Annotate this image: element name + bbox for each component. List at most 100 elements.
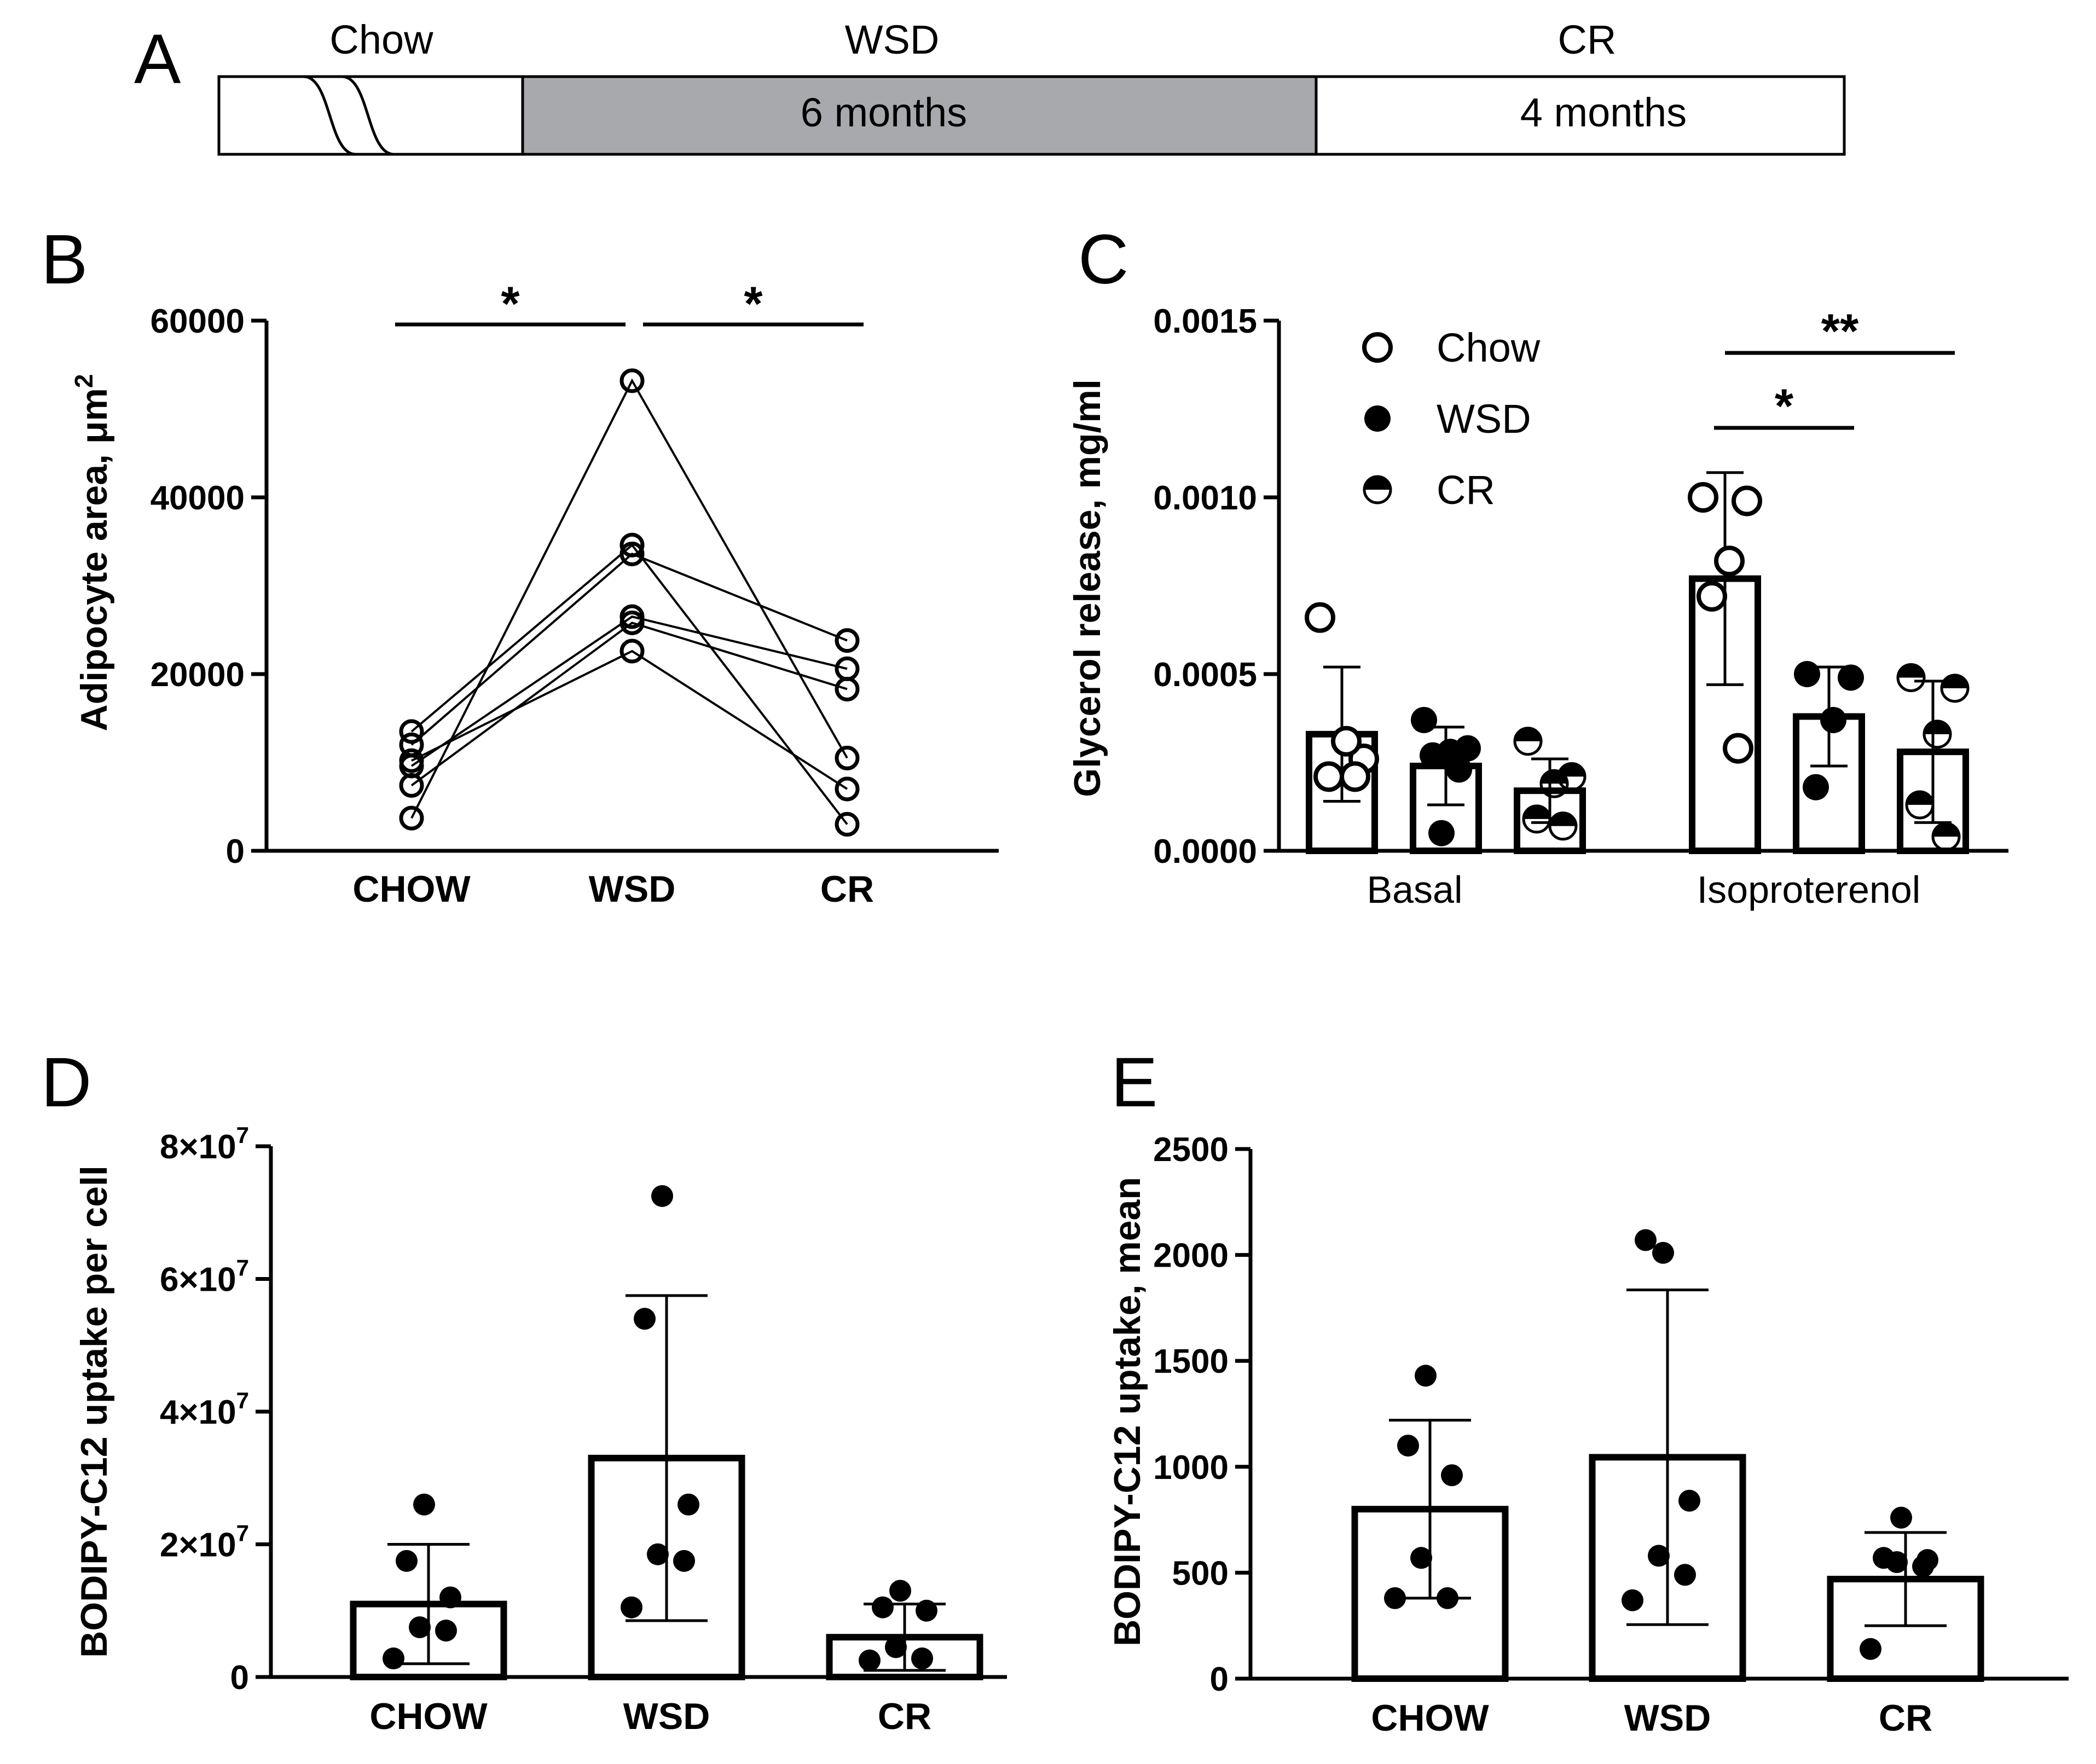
panel-c-data-point [1411, 706, 1437, 733]
panel-e-category-label: CR [1879, 1697, 1932, 1739]
panel-b-data-point [619, 368, 645, 393]
panel-c-data-point [1420, 742, 1446, 769]
panel-e-data-point [1635, 1229, 1657, 1251]
panel-c-chart: Glycerol release, mg/ml 0.0000 0.0005 0.00… [1067, 303, 2008, 911]
panel-b-ylabel: Adipocyte area, μm2 [70, 374, 115, 732]
panel-b-paired-line [410, 553, 848, 746]
panel-d-chart: BODIPY-C12 uptake per cell 02×1074×1076×… [73, 1122, 1007, 1737]
panel-c-data-point [1905, 790, 1935, 820]
panel-b-data-point [835, 676, 860, 701]
timeline: Chow WSD CR 6 months 4 months [217, 17, 1846, 156]
panel-c-data-point-ring [1940, 674, 1970, 703]
panel-c-data-point [1896, 663, 1926, 692]
panel-e-ylabel: BODIPY-C12 uptake, mean [1107, 1177, 1148, 1646]
panel-d-data-point [409, 1616, 431, 1639]
panel-c-group-label: Isoproterenol [1697, 868, 1921, 911]
panel-b-significance-star: * [744, 276, 763, 330]
panel-c-legend-label: WSD [1437, 396, 1531, 442]
panel-e-data-point [1384, 1587, 1406, 1609]
panel-b-letter: B [41, 220, 88, 299]
panel-c-data-point [1513, 727, 1543, 756]
panel-c-data-point [1820, 706, 1846, 733]
panel-e-data-point [1652, 1241, 1674, 1264]
panel-b-data-point [835, 776, 860, 802]
panel-c-data-point [1697, 581, 1727, 612]
panel-e-ytick-label: 1500 [1153, 1343, 1229, 1380]
panel-c-legend: Chow WSD CR [1362, 325, 1541, 513]
panel-d-data-point [621, 1596, 642, 1618]
panel-c-data-point [1688, 482, 1718, 513]
panel-d-data-point [889, 1580, 911, 1602]
panel-c-data-point-ring [1896, 663, 1926, 692]
timeline-break-icon [303, 75, 395, 156]
panel-b-ytick-label: 40000 [150, 479, 245, 517]
panel-c-data-point [1313, 761, 1344, 792]
timeline-duration-wsd: 6 months [801, 90, 967, 135]
panel-c-ytick-label: 0.0000 [1153, 833, 1257, 871]
panel-c-data-point [1428, 820, 1455, 846]
panel-d-ytick-exp: 7 [236, 1122, 249, 1148]
panel-c-data-point [1305, 602, 1335, 633]
panel-c-legend-label: Chow [1437, 325, 1541, 370]
panel-d-category-label: CHOW [369, 1696, 488, 1737]
panel-b-ytick-label: 60000 [150, 303, 245, 340]
panel-c-data-point [1340, 761, 1370, 792]
panel-e-data-point [1397, 1435, 1419, 1457]
panel-b-category-label: WSD [589, 868, 676, 910]
panel-c-ytick-label: 0.0015 [1153, 303, 1257, 340]
panel-c-ylabel: Glycerol release, mg/ml [1067, 379, 1108, 797]
panel-c-ytick-label: 0.0005 [1153, 656, 1257, 694]
panel-b-paired-line [410, 378, 848, 819]
panel-b-data-point [399, 773, 424, 798]
timeline-chow-segment [217, 75, 524, 156]
panel-a-letter: A [134, 20, 181, 98]
panel-b-data-point [835, 812, 860, 837]
panel-c-legend-marker [1363, 475, 1392, 504]
panel-b-ytick-label: 20000 [150, 656, 245, 694]
panel-c-data-point [1794, 661, 1820, 687]
panel-e-ytick-label: 2500 [1153, 1131, 1229, 1169]
panel-d-ytick-base: 6×10 [160, 1261, 236, 1299]
panel-c-data-point [1923, 719, 1952, 749]
panel-d-data-point [634, 1308, 656, 1330]
panel-d-data-point [916, 1599, 937, 1622]
panel-d-ytick-label: 2×107 [160, 1521, 249, 1564]
panel-c-data-point-ring [1539, 769, 1569, 798]
panel-d-data-point [651, 1185, 673, 1207]
panel-d-data-point [439, 1586, 461, 1609]
panel-d-data-point [647, 1543, 669, 1565]
panel-d-ytick-exp: 7 [236, 1255, 249, 1281]
panel-d-ylabel: BODIPY-C12 uptake per cell [73, 1165, 115, 1657]
panel-d-ytick-base: 0 [230, 1659, 249, 1697]
panel-d-data-point [911, 1647, 933, 1670]
panel-b-data-point [619, 532, 645, 558]
panel-e-data-point [1410, 1547, 1432, 1569]
panel-c-legend-marker-ring [1363, 475, 1392, 504]
panel-d-ytick-label: 8×107 [160, 1122, 249, 1166]
panel-e-data-point [1648, 1545, 1670, 1567]
panel-d-data-point [396, 1550, 418, 1572]
panel-c-data-point [1548, 811, 1578, 841]
panel-c-data-point-ring [1923, 719, 1952, 749]
panel-e-data-point [1622, 1589, 1643, 1611]
panel-d-letter: D [41, 1043, 91, 1122]
panel-d-data-point [678, 1493, 699, 1516]
panel-b-paired-line [410, 615, 848, 767]
panel-c-data-point [1723, 733, 1753, 764]
timeline-label-wsd: WSD [845, 17, 940, 62]
panel-e-data-point [1441, 1464, 1463, 1487]
panel-b-significance-star: * [501, 276, 520, 330]
panel-b-data-point [399, 805, 424, 831]
panel-c-data-point [1803, 774, 1829, 800]
panel-d-data-point [383, 1647, 404, 1670]
panel-c-legend-marker [1364, 405, 1391, 432]
panel-c-data-point [1446, 756, 1472, 783]
panel-c-data-point-ring [1522, 804, 1551, 834]
panel-d-data-point [872, 1596, 894, 1618]
panel-d-ytick-label: 0 [230, 1659, 249, 1697]
timeline-cr-segment [1315, 75, 1846, 156]
panel-b-data-point [835, 745, 860, 770]
panel-e-ytick-label: 1000 [1153, 1449, 1229, 1487]
panel-d-ytick-label: 6×107 [160, 1255, 249, 1299]
panel-b-data-point [399, 719, 424, 744]
